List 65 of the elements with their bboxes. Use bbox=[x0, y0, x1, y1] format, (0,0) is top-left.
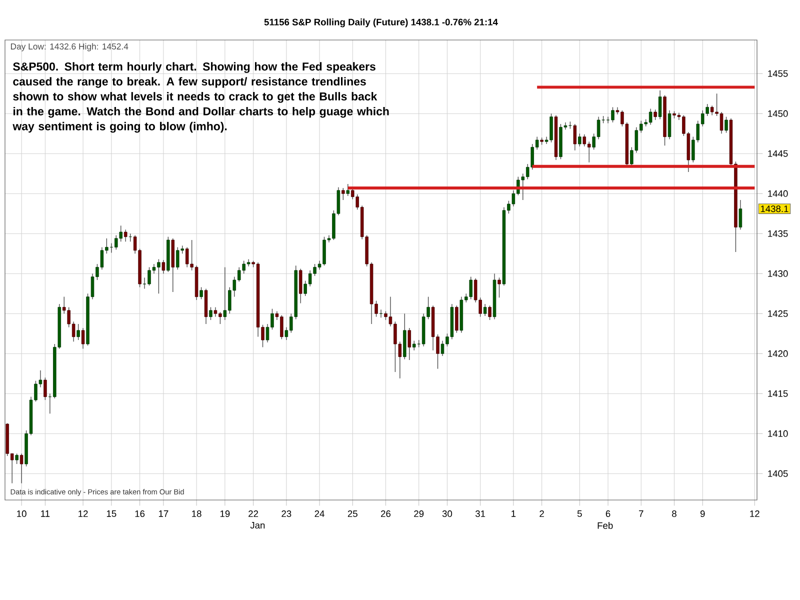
candlestick bbox=[209, 306, 212, 320]
x-tick-label: 19 bbox=[220, 510, 230, 517]
x-tick-label: 29 bbox=[414, 510, 424, 517]
candlestick bbox=[738, 200, 742, 230]
candlestick bbox=[162, 260, 166, 274]
x-tick-label: 12 bbox=[750, 510, 760, 517]
candlestick bbox=[76, 324, 80, 340]
x-tick-label: 23 bbox=[282, 510, 292, 517]
chart-subtitle: Day Low: 1432.6 High: 1452.4 bbox=[10, 43, 128, 52]
y-tick-label: 1405 bbox=[768, 470, 788, 477]
y-tick-label: 1420 bbox=[768, 350, 788, 357]
y-tick-label: 1435 bbox=[768, 230, 788, 237]
x-tick-label: 15 bbox=[106, 510, 116, 517]
y-tick-label: 1415 bbox=[768, 390, 788, 397]
candlestick bbox=[483, 304, 487, 316]
x-tick-label: 25 bbox=[348, 510, 358, 517]
chart-title: 51156 S&P Rolling Daily (Future) 1438.1 -0.76% 21:14 bbox=[264, 18, 498, 28]
candlestick bbox=[124, 229, 128, 242]
x-tick-label: 6 bbox=[606, 510, 610, 517]
x-tick-label: 17 bbox=[158, 510, 168, 517]
text: Feb bbox=[598, 522, 613, 529]
x-tick-label: 30 bbox=[442, 510, 452, 517]
candlestick bbox=[654, 109, 657, 120]
x-tick-label: 18 bbox=[192, 510, 202, 517]
x-tick-label: 2 bbox=[540, 510, 544, 517]
text: Jan bbox=[250, 522, 265, 529]
x-tick-label: 1 bbox=[512, 510, 516, 517]
candlestick bbox=[573, 124, 577, 151]
x-tick-label: 9 bbox=[700, 510, 705, 517]
y-tick-label: 1440 bbox=[768, 190, 788, 197]
candlestick bbox=[44, 377, 47, 400]
candlestick bbox=[498, 277, 501, 298]
candlestick bbox=[668, 110, 672, 140]
candlestick bbox=[578, 133, 582, 147]
x-tick-label: 22 bbox=[248, 510, 258, 517]
candlestick bbox=[342, 188, 345, 200]
x-tick-label: 31 bbox=[475, 510, 486, 517]
annotation: 1438.1 bbox=[760, 206, 788, 212]
candlestick bbox=[658, 90, 662, 120]
x-tick-label: 10 bbox=[17, 510, 26, 517]
y-tick-label: 1445 bbox=[768, 150, 788, 157]
x-tick-label: 16 bbox=[135, 510, 145, 517]
candlestick bbox=[724, 116, 728, 134]
x-tick-label: 11 bbox=[41, 510, 50, 517]
x-tick-label: 7 bbox=[639, 510, 644, 517]
candlestick bbox=[455, 305, 458, 334]
candlestick bbox=[15, 453, 18, 464]
x-tick-label: 12 bbox=[78, 510, 88, 517]
candlestick bbox=[81, 328, 85, 350]
y-tick-label: 1425 bbox=[768, 310, 788, 317]
annotation: S&P500. Short term hourly chart. Showing how the Fed speakers caused the range to break. A few support/ resistance trendlines shown to show what levels it needs to crack to get the Bulls back in the game. Watch the Bond and Dollar charts to help guage which way sentiment is going to blow (imho). bbox=[12, 62, 389, 133]
candlestick bbox=[488, 305, 492, 320]
candlestick bbox=[408, 328, 411, 360]
x-tick-label: 8 bbox=[672, 510, 676, 517]
x-tick-label: 5 bbox=[577, 510, 582, 517]
y-tick-label: 1430 bbox=[768, 270, 788, 277]
candlestick bbox=[346, 184, 350, 196]
y-tick-label: 1455 bbox=[768, 70, 788, 77]
y-tick-label: 1410 bbox=[768, 430, 788, 437]
y-tick-label: 1450 bbox=[768, 110, 788, 117]
candlestick bbox=[20, 453, 24, 484]
candlestick bbox=[298, 268, 302, 304]
x-tick-label: 24 bbox=[314, 510, 324, 517]
candlestick bbox=[200, 286, 203, 300]
x-tick-label: 26 bbox=[381, 510, 390, 517]
